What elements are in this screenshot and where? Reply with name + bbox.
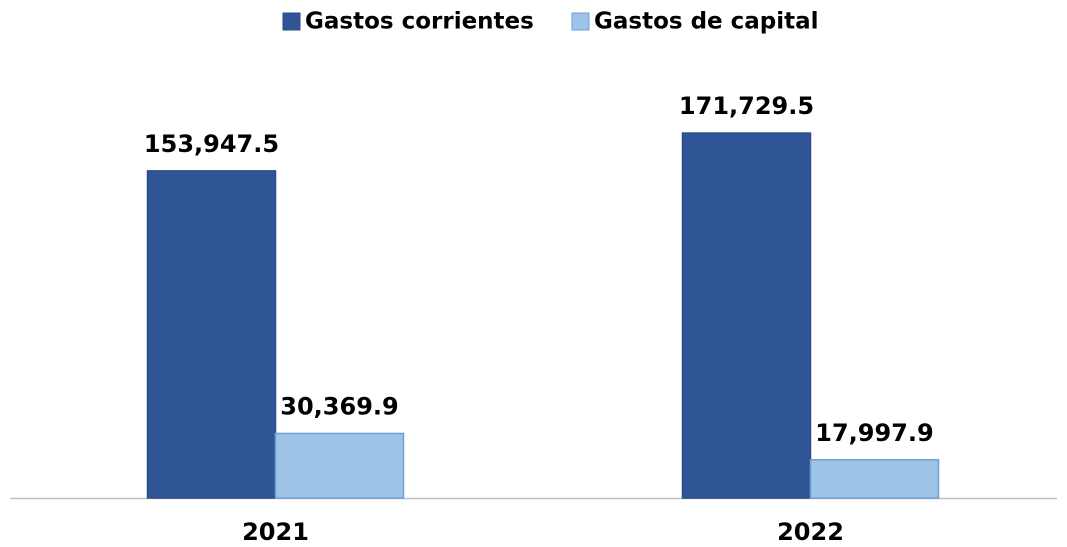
x-tick-label: 2022 xyxy=(777,518,844,546)
data-label: 30,369.9 xyxy=(280,392,398,420)
legend-label: Gastos de capital xyxy=(594,9,819,35)
bar xyxy=(274,432,405,499)
bar xyxy=(681,132,812,499)
x-tick-label: 2021 xyxy=(242,518,309,546)
legend-swatch xyxy=(282,12,301,31)
data-label: 153,947.5 xyxy=(144,130,279,158)
data-label: 17,997.9 xyxy=(815,419,933,447)
legend-label: Gastos corrientes xyxy=(305,9,534,35)
bar xyxy=(809,459,940,499)
legend-swatch xyxy=(571,12,590,31)
bar xyxy=(146,170,277,499)
data-label: 171,729.5 xyxy=(679,92,814,120)
